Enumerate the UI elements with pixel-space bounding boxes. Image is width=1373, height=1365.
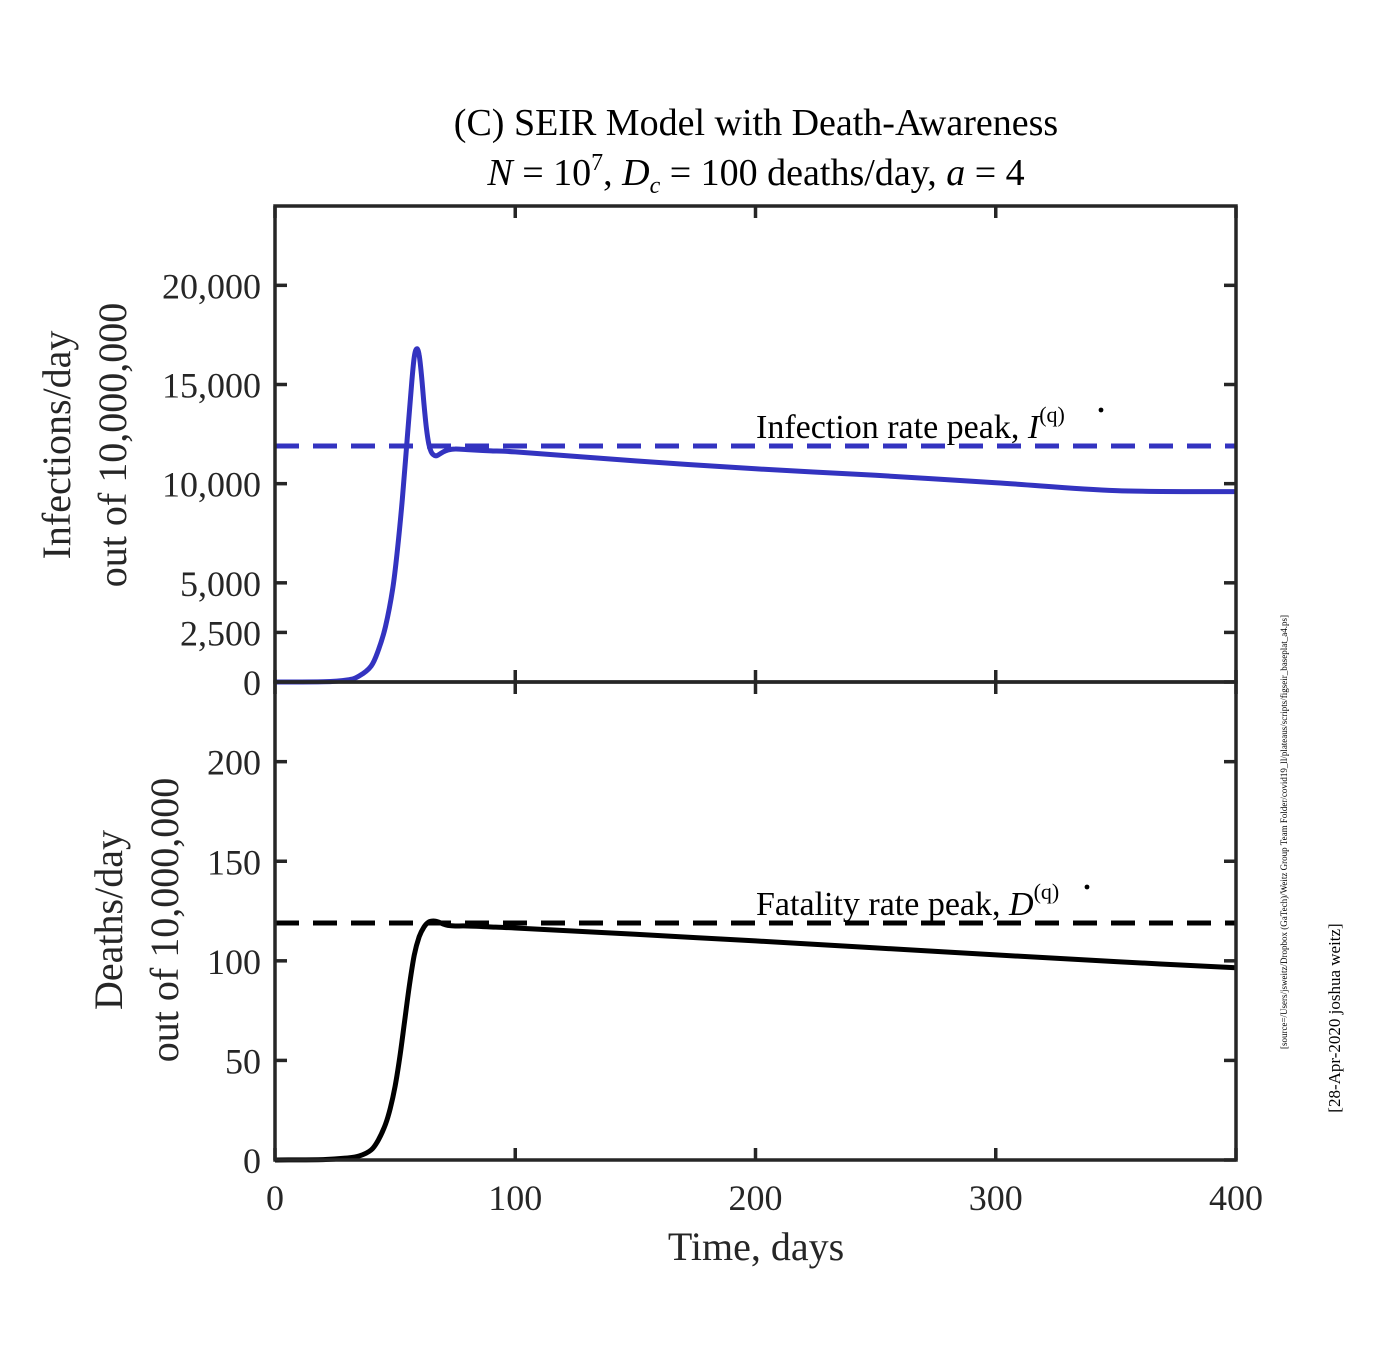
infection-peak-label-dot — [1098, 407, 1104, 413]
deaths-panel: 0 50 100 150 200 Fatality rate peak, D(q) De… — [86, 743, 1237, 1181]
title-line-1: (C) SEIR Model with Death-Awareness — [454, 102, 1058, 144]
y-tick-label: 0 — [243, 663, 261, 703]
y-tick-label: 0 — [243, 1141, 261, 1181]
deaths-y-ticks: 0 50 100 150 200 — [207, 743, 1236, 1181]
x-tick-label: 200 — [729, 1178, 783, 1218]
fatality-peak-label: Fatality rate peak, D(q) — [756, 879, 1059, 923]
x-tick-label: 0 — [266, 1178, 284, 1218]
y-tick-label: 150 — [207, 842, 261, 882]
deaths-series-line — [274, 918, 1237, 1163]
y-tick-label: 5,000 — [180, 564, 261, 604]
infections-ylabel-line-1: Infections/day — [34, 331, 79, 560]
infections-ylabel-line-2: out of 10,000,000 — [90, 303, 135, 587]
fatality-peak-label-dot — [1084, 884, 1090, 890]
y-tick-label: 50 — [225, 1041, 261, 1081]
y-tick-label: 10,000 — [162, 465, 261, 505]
infection-peak-label: Infection rate peak, I(q) — [756, 402, 1065, 446]
y-tick-label: 2,500 — [180, 613, 261, 653]
x-axis-ticks: 0 100 200 300 400 — [266, 206, 1263, 1218]
date-author-note: [28-Apr-2020 joshua weitz] — [1325, 923, 1344, 1112]
x-tick-label: 400 — [1209, 1178, 1263, 1218]
x-axis-label: Time, days — [668, 1224, 844, 1269]
title-line-2: N = 107, Dc = 100 deaths/day, a = 4 — [486, 150, 1024, 199]
y-tick-label: 15,000 — [162, 366, 261, 406]
x-tick-label: 300 — [969, 1178, 1023, 1218]
infections-series-line — [274, 346, 1237, 685]
y-tick-label: 200 — [207, 743, 261, 783]
infections-y-ticks: 0 2,500 5,000 10,000 15,000 20,000 — [162, 266, 1236, 703]
chart-title: (C) SEIR Model with Death-Awareness N = … — [454, 102, 1058, 199]
y-tick-label: 20,000 — [162, 266, 261, 306]
y-tick-label: 100 — [207, 942, 261, 982]
source-path-note: [source=/Users/jsweitz/Dropbox (GaTech)/… — [1279, 615, 1289, 1049]
x-tick-label: 100 — [488, 1178, 542, 1218]
infections-panel: 0 2,500 5,000 10,000 15,000 20,000 Infection … — [34, 266, 1237, 703]
deaths-ylabel-line-1: Deaths/day — [86, 830, 131, 1010]
deaths-ylabel-line-2: out of 10,000,000 — [142, 778, 187, 1062]
